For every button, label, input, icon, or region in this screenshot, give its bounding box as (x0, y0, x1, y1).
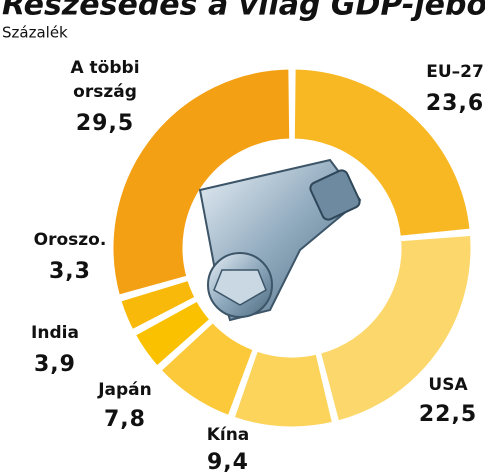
wrench-icon (198, 158, 362, 322)
value-label: 9,4 (207, 450, 249, 474)
slice-label: USA (428, 375, 468, 395)
value-label: 7,8 (104, 407, 146, 432)
value-label: 3,9 (34, 352, 76, 377)
slice-label: A többi ország (70, 58, 139, 102)
slice-label: Kína (207, 425, 250, 445)
chart-subtitle: Százalék (2, 24, 68, 42)
slice-label: EU–27 (426, 62, 484, 82)
slice-label: India (31, 323, 79, 343)
value-label: 23,6 (426, 91, 484, 116)
slice-label: Japán (97, 380, 152, 400)
slice (291, 66, 473, 239)
chart-title: Részesedés a világ GDP-jéből (2, 0, 485, 23)
slice (110, 66, 293, 298)
slice (117, 277, 199, 333)
value-label: 29,5 (76, 111, 134, 136)
slice (157, 319, 257, 419)
slices (110, 66, 474, 430)
value-label: 3,3 (49, 259, 91, 284)
slice-label: Oroszo. (34, 230, 107, 250)
slice (231, 348, 336, 430)
slice (132, 297, 214, 370)
slice (317, 232, 474, 424)
value-label: 22,5 (419, 402, 477, 427)
